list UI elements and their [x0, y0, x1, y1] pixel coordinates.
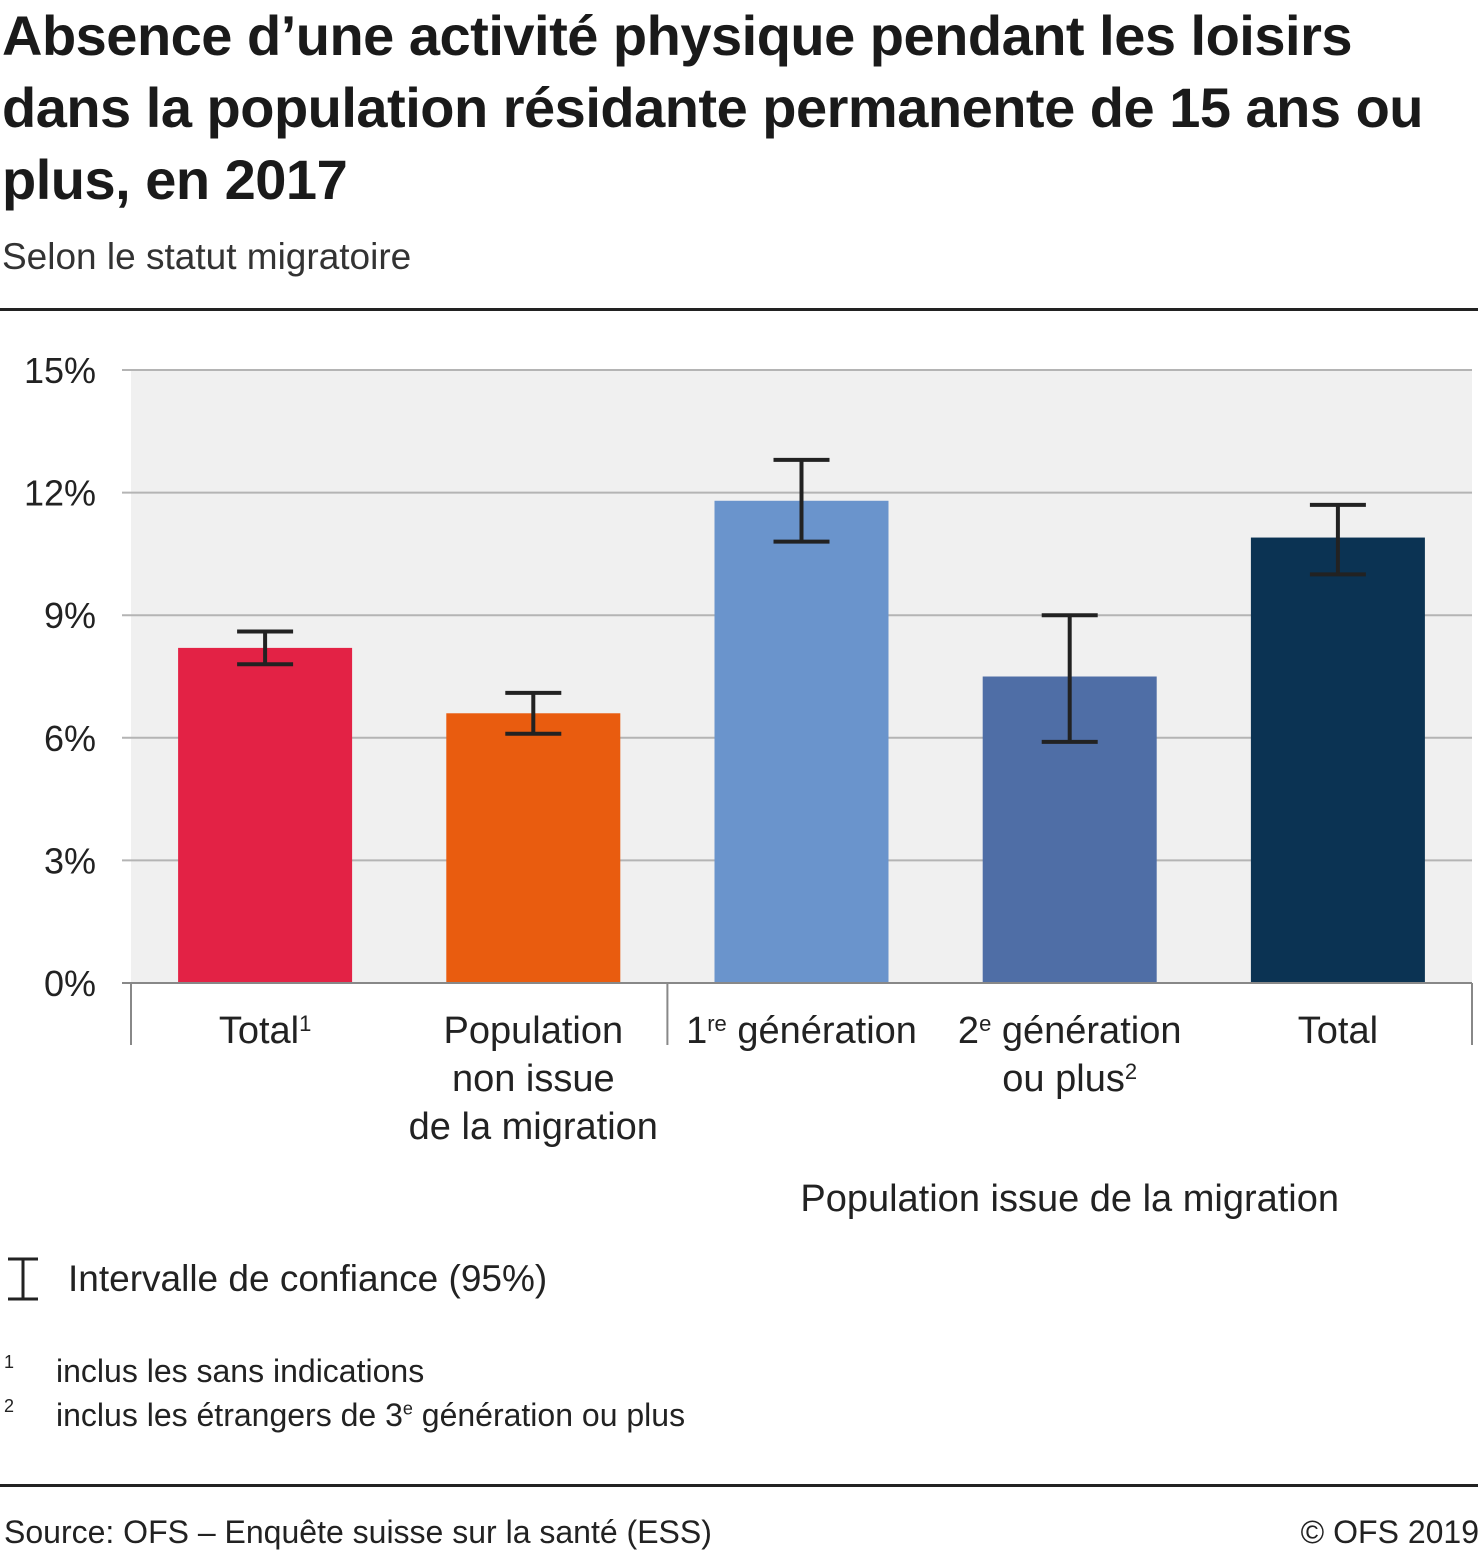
category-label: 1re génération [686, 1010, 917, 1052]
legend-ci-label: Intervalle de confiance (95%) [68, 1258, 548, 1299]
category-label: ou plus2 [1002, 1058, 1137, 1100]
category-label: Population [444, 1010, 624, 1052]
confidence-interval-icon [8, 1257, 38, 1301]
category-label: non issue [452, 1058, 615, 1100]
group-label: Population issue de la migration [800, 1178, 1339, 1220]
category-label: Total [1298, 1010, 1378, 1052]
footnote-text: inclus les sans indications [56, 1353, 425, 1389]
footnote-number: 1 [4, 1352, 15, 1372]
source-note: Source: OFS – Enquête suisse sur la sant… [4, 1514, 712, 1550]
category-label: 2e génération [958, 1010, 1182, 1052]
category-label: Total1 [219, 1010, 312, 1052]
footnote-superscript: e [402, 1398, 413, 1419]
bar [714, 500, 889, 983]
bottom-divider [0, 1484, 1478, 1487]
bar [446, 713, 621, 983]
y-tick-label: 6% [44, 718, 96, 759]
footnote-text: inclus les étrangers de 3 [56, 1397, 403, 1433]
y-tick-label: 15% [24, 350, 96, 391]
copyright: © OFS 2019 [1300, 1514, 1479, 1550]
chart-subtitle: Selon le statut migratoire [2, 236, 412, 277]
bar-chart: 0% 3% 6% 9% 12% 15% Total1 Population non issue… [24, 350, 1473, 1220]
bar [178, 647, 353, 983]
bar [1250, 537, 1425, 983]
chart-title: Absence d’une activité physique pendant … [2, 4, 1424, 211]
footnote-text-after: génération ou plus [412, 1397, 686, 1433]
legend: Intervalle de confiance (95%) [4, 1256, 547, 1302]
y-tick-label: 3% [44, 840, 96, 881]
category-label: de la migration [409, 1106, 658, 1148]
y-tick-label: 12% [24, 473, 96, 514]
footnote-1: 1 inclus les sans indications [4, 1352, 424, 1390]
y-tick-label: 0% [44, 963, 96, 1004]
footnote-number: 2 [4, 1396, 15, 1416]
footnote-2: 2 inclus les étrangers de 3e génération o… [4, 1396, 685, 1434]
y-tick-label: 9% [44, 595, 96, 636]
top-divider [0, 308, 1478, 311]
